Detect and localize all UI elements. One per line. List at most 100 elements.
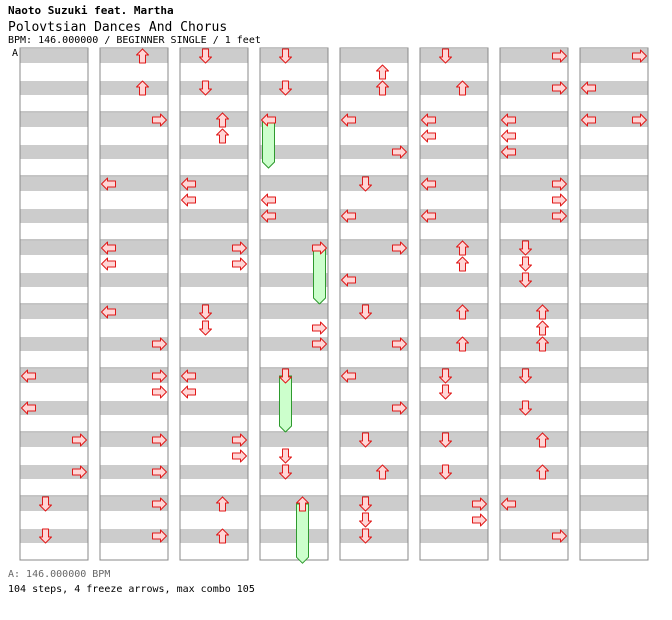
arrow-right-icon bbox=[232, 433, 247, 447]
arrow-left-icon bbox=[101, 241, 116, 255]
chart-info: BPM: 146.000000 / BEGINNER SINGLE / 1 fe… bbox=[8, 35, 261, 46]
beat-stripe bbox=[260, 401, 328, 415]
beat-stripe bbox=[260, 113, 328, 127]
freeze-arrow-body bbox=[262, 119, 275, 169]
beat-stripe bbox=[20, 273, 88, 287]
beat-stripe bbox=[260, 145, 328, 159]
beat-stripe bbox=[420, 273, 488, 287]
beat-stripe bbox=[580, 113, 648, 127]
chart-column bbox=[179, 47, 249, 561]
beat-stripe bbox=[580, 273, 648, 287]
arrow-down-icon bbox=[359, 176, 372, 192]
chart-stats: 104 steps, 4 freeze arrows, max combo 10… bbox=[8, 584, 255, 595]
arrow-up-icon bbox=[456, 304, 469, 320]
arrow-down-icon bbox=[199, 304, 212, 320]
arrow-down-icon bbox=[359, 512, 372, 528]
arrow-left-icon bbox=[101, 305, 116, 319]
arrow-right-icon bbox=[152, 337, 167, 351]
beat-stripe bbox=[500, 49, 568, 63]
beat-stripe bbox=[420, 401, 488, 415]
beat-stripe bbox=[500, 433, 568, 447]
beat-stripe bbox=[580, 209, 648, 223]
arrow-down-icon bbox=[359, 304, 372, 320]
arrow-down-icon bbox=[519, 272, 532, 288]
arrow-down-icon bbox=[439, 368, 452, 384]
arrow-down-icon bbox=[39, 528, 52, 544]
beat-stripe bbox=[580, 529, 648, 543]
beat-stripe bbox=[340, 305, 408, 319]
arrow-left-icon bbox=[261, 113, 276, 127]
beat-stripe bbox=[100, 529, 168, 543]
beat-stripe bbox=[580, 465, 648, 479]
beat-stripe bbox=[20, 81, 88, 95]
arrow-left-icon bbox=[501, 145, 516, 159]
arrow-left-icon bbox=[341, 369, 356, 383]
beat-stripe bbox=[180, 177, 248, 191]
arrow-down-icon bbox=[359, 496, 372, 512]
arrow-left-icon bbox=[341, 209, 356, 223]
beat-stripe bbox=[340, 209, 408, 223]
beat-stripe bbox=[500, 369, 568, 383]
arrow-up-icon bbox=[536, 304, 549, 320]
arrow-down-icon bbox=[359, 432, 372, 448]
arrow-down-icon bbox=[199, 320, 212, 336]
arrow-left-icon bbox=[181, 369, 196, 383]
beat-stripe bbox=[260, 497, 328, 511]
beat-stripe bbox=[580, 305, 648, 319]
arrow-left-icon bbox=[101, 257, 116, 271]
arrow-up-icon bbox=[136, 48, 149, 64]
chart-column bbox=[499, 47, 569, 561]
arrow-up-icon bbox=[216, 496, 229, 512]
arrow-down-icon bbox=[359, 528, 372, 544]
beat-stripe bbox=[420, 529, 488, 543]
beat-stripe bbox=[100, 305, 168, 319]
beat-stripe bbox=[180, 209, 248, 223]
arrow-right-icon bbox=[232, 257, 247, 271]
beat-stripe bbox=[340, 433, 408, 447]
freeze-arrow-body bbox=[279, 375, 292, 433]
beat-stripe bbox=[180, 81, 248, 95]
beat-stripe bbox=[180, 113, 248, 127]
arrow-right-icon bbox=[232, 449, 247, 463]
arrow-down-icon bbox=[439, 48, 452, 64]
beat-stripe bbox=[500, 529, 568, 543]
beat-stripe bbox=[260, 305, 328, 319]
arrow-up-icon bbox=[456, 256, 469, 272]
arrow-up-icon bbox=[456, 80, 469, 96]
beat-stripe bbox=[260, 209, 328, 223]
beat-stripe bbox=[340, 113, 408, 127]
beat-stripe bbox=[420, 81, 488, 95]
arrow-right-icon bbox=[552, 209, 567, 223]
arrow-down-icon bbox=[279, 448, 292, 464]
beat-stripe bbox=[420, 209, 488, 223]
arrow-left-icon bbox=[181, 385, 196, 399]
arrow-right-icon bbox=[392, 241, 407, 255]
beat-stripe bbox=[20, 113, 88, 127]
arrow-down-icon bbox=[279, 464, 292, 480]
beat-stripe bbox=[340, 241, 408, 255]
arrow-right-icon bbox=[632, 113, 647, 127]
arrow-up-icon bbox=[376, 80, 389, 96]
beat-stripe bbox=[420, 145, 488, 159]
beat-stripe bbox=[420, 465, 488, 479]
beat-stripe bbox=[500, 81, 568, 95]
arrow-up-icon bbox=[296, 496, 309, 512]
arrow-up-icon bbox=[456, 240, 469, 256]
arrow-right-icon bbox=[552, 193, 567, 207]
arrow-left-icon bbox=[261, 193, 276, 207]
arrow-right-icon bbox=[472, 513, 487, 527]
beat-stripe bbox=[260, 177, 328, 191]
beat-stripe bbox=[260, 241, 328, 255]
arrow-right-icon bbox=[392, 337, 407, 351]
beat-stripe bbox=[340, 337, 408, 351]
beat-stripe bbox=[20, 401, 88, 415]
arrow-down-icon bbox=[199, 48, 212, 64]
beat-stripe bbox=[180, 497, 248, 511]
beat-stripe bbox=[180, 433, 248, 447]
arrow-down-icon bbox=[519, 256, 532, 272]
chart-column bbox=[99, 47, 169, 561]
beat-stripe bbox=[340, 49, 408, 63]
beat-stripe bbox=[100, 81, 168, 95]
beat-stripe bbox=[180, 369, 248, 383]
arrow-left-icon bbox=[501, 497, 516, 511]
